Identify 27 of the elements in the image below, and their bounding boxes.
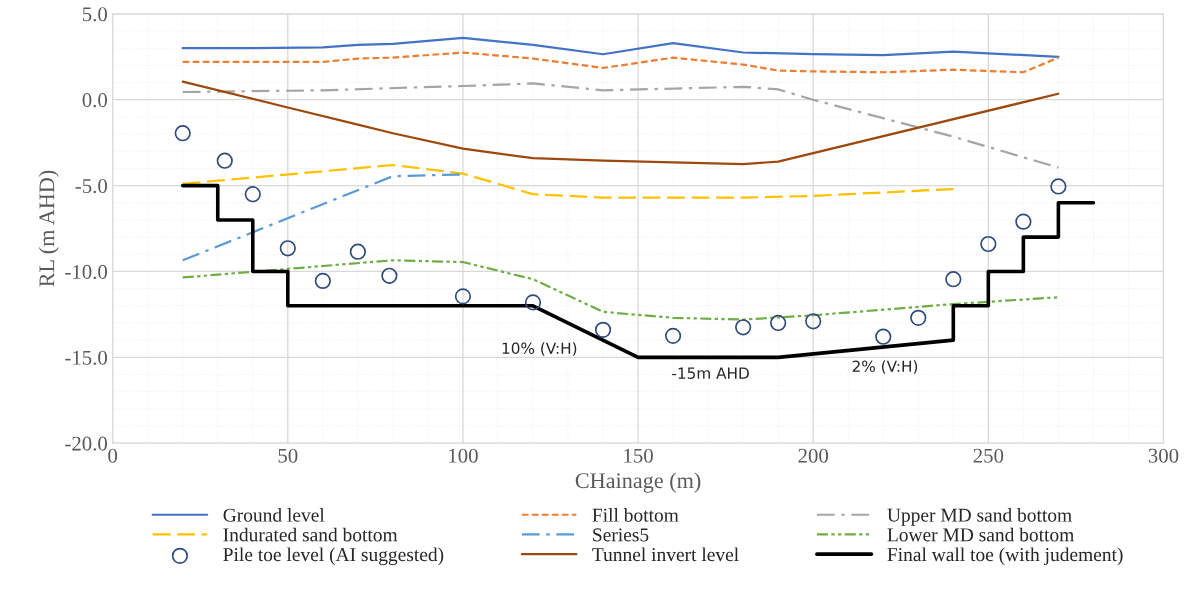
- x-tick-label: 300: [1148, 448, 1179, 463]
- legend-label: Upper MD sand bottom: [887, 508, 1072, 526]
- x-tick-label: 0: [108, 448, 118, 463]
- legend-label: Indurated sand bottom: [223, 527, 398, 542]
- y-tick-label: -15.0: [65, 350, 108, 365]
- y-tick-label: 0.0: [82, 93, 108, 108]
- annotation: 2% (V:H): [852, 360, 918, 374]
- annotation: 10% (V:H): [502, 342, 577, 356]
- x-tick-label: 50: [278, 448, 298, 463]
- y-tick-label: -20.0: [65, 436, 108, 451]
- y-tick-label: -5.0: [75, 178, 108, 194]
- x-axis-title: CHainage (m): [575, 472, 701, 493]
- legend-label: Tunnel invert level: [592, 547, 739, 562]
- legend-label: Lower MD sand bottom: [887, 527, 1075, 542]
- y-axis-title: RL (m AHD): [38, 170, 59, 287]
- annotation: -15m AHD: [672, 367, 749, 379]
- x-tick-label: 200: [798, 448, 829, 463]
- x-tick-label: 100: [449, 448, 478, 463]
- y-tick-label: 5.0: [82, 7, 108, 22]
- legend-label: Final wall toe (with judement): [887, 547, 1123, 566]
- legend-label: Ground level: [223, 508, 325, 522]
- y-tick-label: -10.0: [65, 264, 108, 279]
- x-tick-label: 250: [973, 448, 1004, 463]
- x-tick-label: 150: [624, 448, 653, 463]
- legend-label: Fill bottom: [592, 508, 679, 522]
- legend-label: Pile toe level (AI suggested): [223, 547, 444, 566]
- legend-label: Series5: [593, 528, 649, 542]
